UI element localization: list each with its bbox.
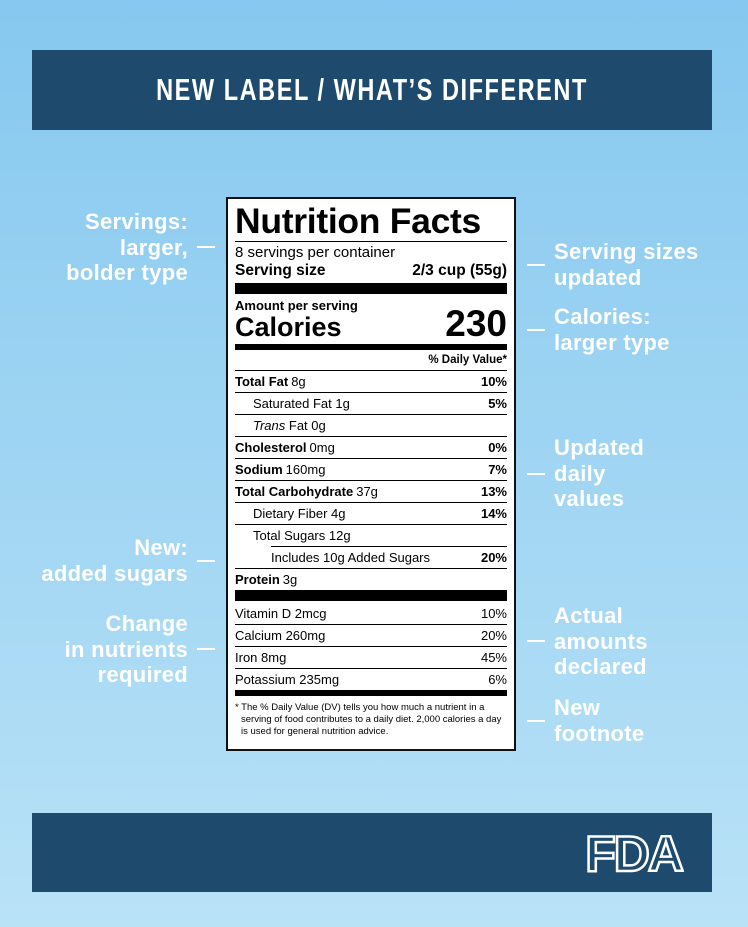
- rule: [235, 690, 507, 696]
- nutrient-amount: 160mg: [285, 462, 326, 477]
- dv-header: % Daily Value*: [428, 354, 507, 366]
- vitamin-name: Potassium 235mg: [235, 672, 340, 687]
- vitamin-dv: 20%: [480, 628, 507, 643]
- rule: [235, 283, 507, 294]
- nutrient-dv: 0%: [488, 440, 507, 455]
- rule: [235, 344, 507, 350]
- nutrient-name: Sodium: [235, 462, 283, 477]
- nutrient-row: Includes 10g Added Sugars 20%: [271, 546, 507, 568]
- amount-per-serving: Amount per serving: [235, 298, 358, 313]
- vitamin-dv: 6%: [488, 672, 507, 687]
- header-bar: NEW LABEL / WHAT’S DIFFERENT: [32, 50, 712, 130]
- dash: [527, 264, 545, 266]
- annotation: New: added sugars: [41, 535, 188, 586]
- nutrient-name: Fat 0g: [288, 418, 326, 433]
- label-title: Nutrition Facts: [235, 201, 481, 241]
- vitamin-row: Iron 8mg 45%: [235, 646, 507, 668]
- annotation: Serving sizes updated: [554, 239, 699, 290]
- rule: [235, 590, 507, 601]
- nutrient-dv: 14%: [480, 506, 507, 521]
- vitamin-dv: 45%: [480, 650, 507, 665]
- annotation: Change in nutrients required: [64, 611, 188, 687]
- nutrient-row: Total Carbohydrate 37g 13%: [235, 480, 507, 502]
- dash: [527, 473, 545, 475]
- nutrient-name: Includes 10g Added Sugars: [271, 550, 431, 565]
- logo-text: FDA: [585, 826, 683, 882]
- nutrient-row: Total Fat 8g 10%: [235, 370, 507, 392]
- nutrient-dv: 20%: [480, 550, 507, 565]
- nutrient-name: Dietary Fiber 4g: [253, 506, 346, 521]
- nutrient-name: Saturated Fat 1g: [253, 396, 350, 411]
- vitamin-row: Potassium 235mg 6%: [235, 668, 507, 690]
- servings: 8 servings per container: [235, 244, 396, 261]
- calories: Calories 230: [235, 303, 507, 344]
- vitamin-row: Vitamin D 2mcg 10%: [235, 603, 507, 624]
- vitamin-name: Calcium 260mg: [235, 628, 326, 643]
- serving-size-label: Serving size: [235, 262, 326, 279]
- footer-bar: FDA: [32, 813, 712, 892]
- nutrient-dv: 7%: [488, 462, 507, 477]
- dash: [527, 720, 545, 722]
- nutrient-amount: 3g: [282, 572, 298, 587]
- dash: [527, 329, 545, 331]
- calories-value: 230: [445, 303, 507, 344]
- annotation: New footnote: [554, 695, 645, 746]
- vitamin-row: Calcium 260mg 20%: [235, 624, 507, 646]
- nutrient-name-italic: Trans: [253, 418, 286, 433]
- fda-logo: FDA: [584, 825, 684, 884]
- nutrient-row: Protein 3g: [235, 568, 507, 590]
- annotation: Calories: larger type: [554, 304, 670, 355]
- header-title: NEW LABEL / WHAT’S DIFFERENT: [156, 72, 588, 107]
- nutrient-row: Dietary Fiber 4g 14%: [235, 502, 507, 524]
- nutrient-name: Total Carbohydrate: [235, 484, 354, 499]
- nutrient-row: Cholesterol 0mg 0%: [235, 436, 507, 458]
- rule: [235, 241, 507, 242]
- nutrient-row: Total Sugars 12g: [235, 524, 507, 546]
- dash: [197, 648, 215, 650]
- serving-size-value: 2/3 cup (55g): [412, 262, 507, 279]
- nutrient-row: Trans Fat 0g: [235, 414, 507, 436]
- nutrient-amount: 37g: [356, 484, 378, 499]
- nutrient-dv: 13%: [480, 484, 507, 499]
- serving-size: Serving size 2/3 cup (55g): [235, 261, 507, 281]
- vitamin-name: Vitamin D 2mcg: [235, 606, 327, 621]
- dash: [197, 560, 215, 562]
- dash: [527, 640, 545, 642]
- annotation: Actual amounts declared: [554, 603, 648, 679]
- calories-label: Calories: [235, 312, 342, 342]
- nutrient-name: Total Sugars 12g: [253, 528, 351, 543]
- nutrient-name: Cholesterol: [235, 440, 307, 455]
- dash: [197, 246, 215, 248]
- nutrient-name: Protein: [235, 572, 280, 587]
- nutrient-amount: 8g: [291, 374, 306, 389]
- vitamin-name: Iron 8mg: [235, 650, 287, 665]
- annotation: Updated daily values: [554, 435, 645, 511]
- nutrient-name: Total Fat: [235, 374, 289, 389]
- nutrient-row: Saturated Fat 1g 5%: [235, 392, 507, 414]
- nutrient-row: Sodium 160mg 7%: [235, 458, 507, 480]
- footnote: * The % Daily Value (DV) tells you how m…: [235, 702, 502, 737]
- vitamin-dv: 10%: [480, 606, 507, 621]
- nutrient-dv: 10%: [480, 374, 507, 389]
- nutrient-dv: 5%: [488, 396, 507, 411]
- nutrient-amount: 0mg: [309, 440, 335, 455]
- nutrition-label: Nutrition Facts 8 servings per container…: [226, 197, 516, 751]
- annotation: Servings: larger, bolder type: [66, 209, 188, 285]
